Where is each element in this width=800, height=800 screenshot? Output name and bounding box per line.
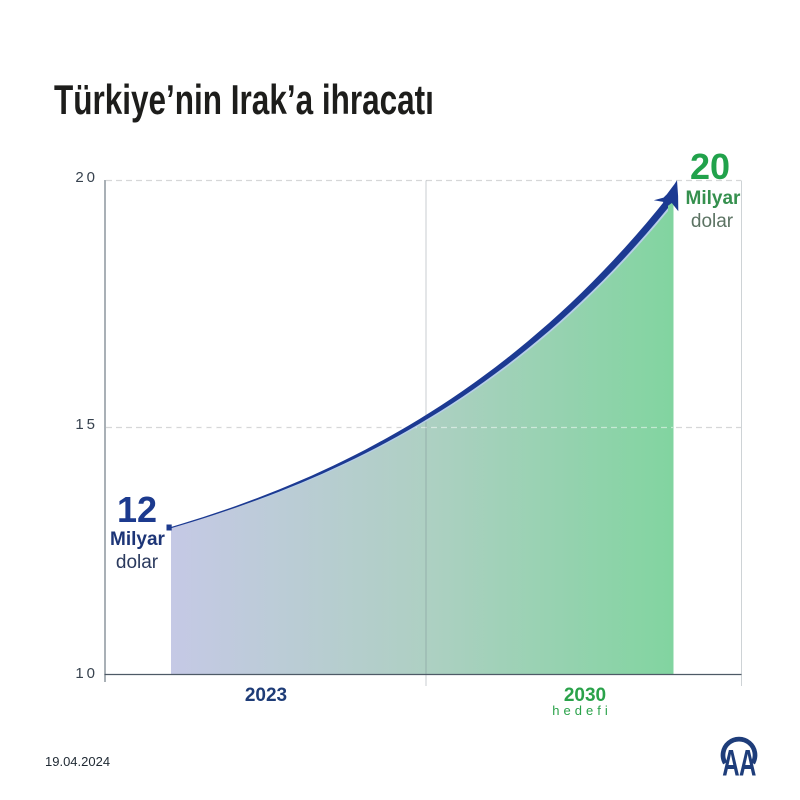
svg-text:AA: AA	[722, 742, 756, 784]
